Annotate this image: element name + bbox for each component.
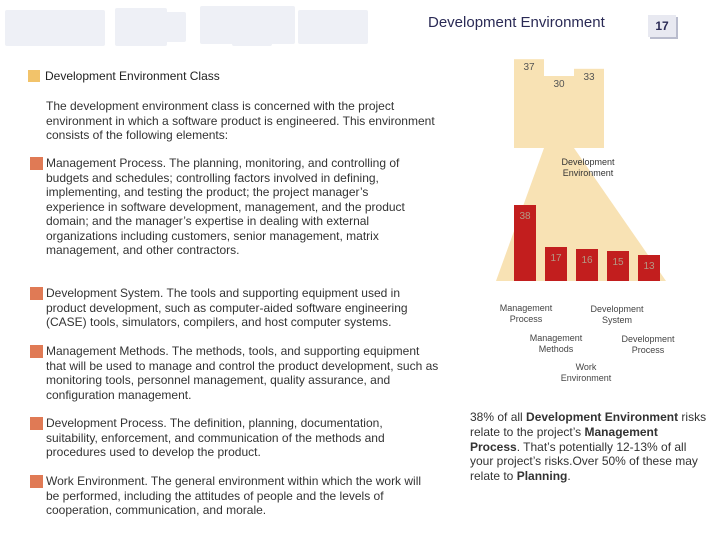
risk-bar-value: 17 <box>550 253 562 264</box>
risk-bar <box>638 255 660 281</box>
chart-caption: 38% of all Development Environment risks… <box>470 410 710 484</box>
category-label-line: Process <box>632 345 665 355</box>
bullet-text: Work Environment. The general environmen… <box>46 474 435 518</box>
bullet-description: . The general environment within which t… <box>46 474 422 517</box>
category-label: Development Process <box>621 334 675 355</box>
risk-bar-value: 38 <box>519 211 531 222</box>
bullet-square-icon <box>30 345 43 358</box>
header-decoration <box>5 10 105 46</box>
risk-bar <box>545 247 567 281</box>
bullet-text: Development System. The tools and suppor… <box>46 286 420 330</box>
caption-bold-term: Planning <box>516 469 568 484</box>
category-label-line: Management <box>500 303 553 313</box>
bullet-text: Management Process. The planning, monito… <box>46 156 415 258</box>
bullet-text: Management Methods. The methods, tools, … <box>46 344 442 402</box>
bullet-square-icon <box>30 417 43 430</box>
bullet-development-process: Development Process. The definition, pla… <box>30 416 405 460</box>
top-bar-label: 37 <box>523 62 535 73</box>
risk-bar-value: 16 <box>581 255 593 266</box>
category-label: Management Process <box>500 303 553 324</box>
category-label-line: Management <box>530 333 583 343</box>
page-number: 17 <box>648 15 676 37</box>
top-bar <box>574 68 604 148</box>
top-bar-label: 30 <box>553 79 565 90</box>
header-decoration <box>298 10 368 44</box>
bullet-term: Work Environment <box>46 474 145 488</box>
bullet-description: . The definition, planning, documentatio… <box>46 416 385 459</box>
bullet-term: Management Process <box>46 156 163 170</box>
caption-text: . That’s potentially 12-13% of all your … <box>470 439 698 484</box>
bullet-term: Management Methods <box>46 344 166 358</box>
bullet-management-process: Management Process. The planning, monito… <box>30 156 415 258</box>
selected-label-line: Development <box>561 157 615 167</box>
bullet-square-icon <box>30 287 43 300</box>
intro-paragraph: The development environment class is con… <box>46 99 435 142</box>
bullet-description: . The methods, tools, and supporting equ… <box>46 344 439 402</box>
caption-text: risks relate to the project’s <box>470 410 707 439</box>
caption-text: 38% of all <box>470 410 527 424</box>
risk-bar-value: 13 <box>643 261 655 272</box>
risk-chart: 37 30 33 Development Environment 38 17 16 15 13… <box>470 56 720 396</box>
selected-label-line: Environment <box>563 168 614 178</box>
drilldown-wedge <box>496 148 666 281</box>
bullet-square-icon <box>28 70 40 82</box>
risk-bar-value: 15 <box>612 257 624 268</box>
top-bar <box>514 59 544 149</box>
bullet-description: . The tools and supporting equipment use… <box>46 286 408 329</box>
bullet-term: Development System <box>46 286 161 300</box>
bullet-term: Development Process <box>46 416 164 430</box>
category-label: Work Environment <box>561 362 612 383</box>
bullet-management-methods: Management Methods. The methods, tools, … <box>30 344 442 402</box>
category-label-line: Process <box>510 314 543 324</box>
bullet-square-icon <box>30 157 43 170</box>
top-bar <box>544 76 574 148</box>
slide-title: Development Environment <box>428 14 605 31</box>
bullet-text: Development Process. The definition, pla… <box>46 416 405 460</box>
header-decoration <box>232 16 272 46</box>
selected-category-label: Development Environment <box>561 157 615 178</box>
bullet-square-icon <box>30 475 43 488</box>
section-heading: Development Environment Class <box>28 69 220 83</box>
top-bar-label: 33 <box>583 72 595 83</box>
risk-bar <box>514 205 536 281</box>
section-heading-text: Development Environment Class <box>45 69 220 83</box>
category-label: Development System <box>590 304 644 325</box>
caption-text: . <box>567 469 571 484</box>
category-label-line: Development <box>590 304 644 314</box>
bullet-description: . The planning, monitoring, and controll… <box>46 156 405 257</box>
risk-bar <box>576 249 598 281</box>
category-label-line: Work <box>576 362 597 372</box>
risk-bar <box>607 251 629 281</box>
category-label: Management Methods <box>530 333 583 354</box>
header-decoration <box>150 12 186 42</box>
category-label-line: System <box>602 315 632 325</box>
caption-bold-term: Development Environment <box>526 410 679 424</box>
bullet-development-system: Development System. The tools and suppor… <box>30 286 420 330</box>
bullet-work-environment: Work Environment. The general environmen… <box>30 474 435 518</box>
caption-bold-term: Management Process <box>470 424 658 454</box>
category-label-line: Methods <box>539 344 574 354</box>
category-label-line: Environment <box>561 373 612 383</box>
category-label-line: Development <box>621 334 675 344</box>
